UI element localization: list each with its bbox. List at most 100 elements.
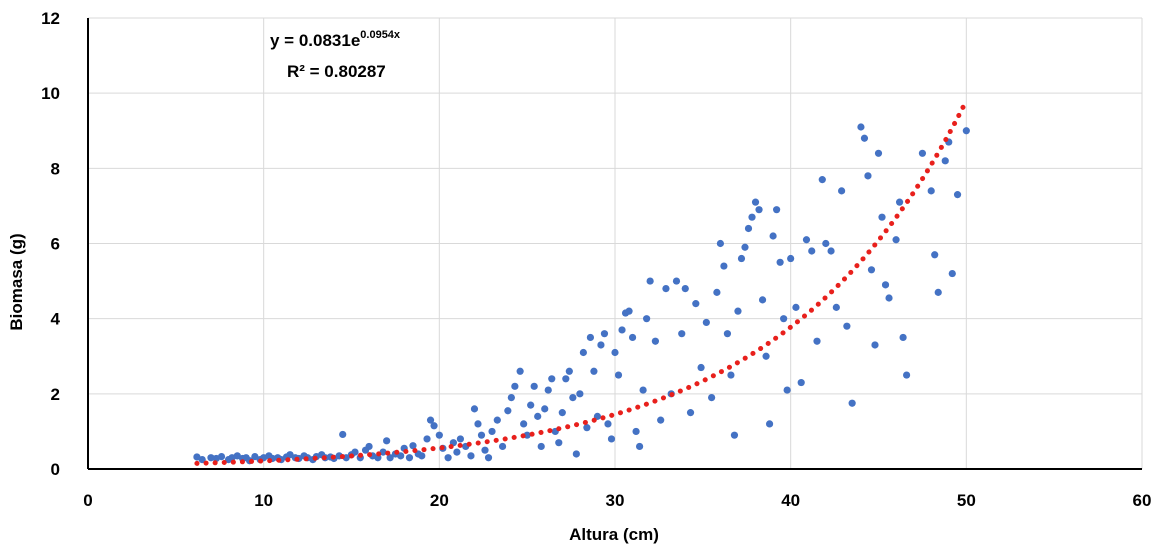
data-point	[813, 337, 821, 345]
data-point	[931, 251, 939, 259]
data-point	[708, 393, 716, 402]
data-point	[493, 416, 501, 424]
data-point	[597, 341, 605, 349]
data-point	[365, 442, 373, 451]
data-point	[657, 416, 665, 424]
data-point	[773, 206, 781, 214]
data-point	[881, 281, 890, 289]
data-point	[953, 191, 962, 199]
data-point	[474, 420, 482, 428]
data-point	[614, 371, 623, 379]
data-point	[741, 243, 749, 251]
data-point	[692, 300, 700, 308]
data-point	[590, 367, 598, 375]
data-point	[787, 254, 795, 263]
data-point	[537, 442, 545, 451]
data-point	[530, 382, 538, 390]
x-tick-label: 0	[83, 491, 92, 510]
data-point	[435, 431, 443, 439]
data-point	[635, 442, 644, 451]
x-tick-label: 30	[606, 491, 625, 510]
data-point	[379, 448, 387, 456]
data-point	[488, 427, 496, 436]
data-point	[541, 405, 549, 413]
data-point	[477, 431, 486, 439]
data-point	[903, 371, 911, 379]
data-point	[643, 315, 651, 323]
data-point	[720, 262, 728, 270]
data-point	[860, 134, 869, 142]
y-tick-label: 10	[41, 84, 60, 103]
data-point	[857, 123, 865, 131]
data-point	[874, 149, 883, 157]
data-point	[484, 454, 493, 462]
data-point	[456, 435, 465, 443]
y-tick-label: 12	[41, 9, 60, 28]
data-point	[744, 224, 753, 233]
data-point	[405, 454, 414, 462]
data-point	[604, 420, 612, 428]
data-point	[498, 442, 507, 451]
trendline	[194, 101, 968, 466]
data-point	[576, 390, 584, 398]
data-point	[918, 149, 927, 157]
data-point	[651, 337, 660, 345]
data-point	[871, 341, 879, 349]
data-point	[769, 232, 777, 240]
data-point	[453, 448, 461, 456]
data-point	[555, 439, 563, 447]
data-point	[600, 330, 609, 338]
data-point	[207, 454, 215, 462]
tick-labels: 0 10 20 30 40 50 60 0 2 4 6 8 10 12	[41, 9, 1151, 510]
data-point	[867, 266, 876, 274]
data-point	[822, 239, 830, 248]
x-tick-label: 50	[957, 491, 976, 510]
data-point	[792, 303, 800, 311]
trendline-path	[194, 101, 968, 466]
data-point	[444, 454, 452, 462]
data-point	[681, 285, 689, 293]
data-point	[758, 296, 767, 304]
data-point	[838, 187, 846, 195]
y-tick-label: 8	[51, 159, 60, 178]
data-point	[802, 236, 811, 244]
data-point	[583, 424, 591, 432]
data-point	[217, 452, 226, 461]
data-point	[565, 367, 573, 375]
y-tick-label: 2	[51, 385, 60, 404]
data-point	[892, 236, 900, 244]
data-point	[895, 198, 904, 206]
data-point	[962, 127, 970, 135]
data-point	[646, 277, 654, 285]
x-tick-label: 60	[1133, 491, 1152, 510]
data-point	[607, 435, 616, 443]
equation-exponent: 0.0954x	[360, 29, 401, 41]
data-point	[713, 288, 721, 296]
data-point	[572, 450, 580, 458]
x-tick-label: 40	[781, 491, 800, 510]
data-point	[848, 399, 856, 407]
x-tick-label: 10	[254, 491, 273, 510]
data-point	[797, 378, 805, 387]
data-point	[516, 367, 524, 375]
y-tick-label: 0	[51, 460, 60, 479]
data-point	[569, 393, 577, 402]
data-point	[639, 386, 647, 394]
data-point	[827, 247, 835, 255]
data-point	[544, 386, 552, 394]
data-point	[286, 451, 294, 459]
data-point	[527, 401, 535, 409]
data-point	[632, 427, 640, 436]
data-point	[727, 371, 735, 379]
data-point	[702, 318, 710, 327]
data-point	[511, 382, 519, 390]
data-point	[507, 393, 515, 402]
data-point	[386, 454, 394, 462]
data-point	[765, 420, 774, 428]
data-point	[934, 288, 942, 296]
y-tick-label: 4	[51, 310, 61, 329]
grid-lines	[88, 17, 1143, 469]
data-point	[678, 330, 686, 338]
data-point	[755, 206, 763, 214]
